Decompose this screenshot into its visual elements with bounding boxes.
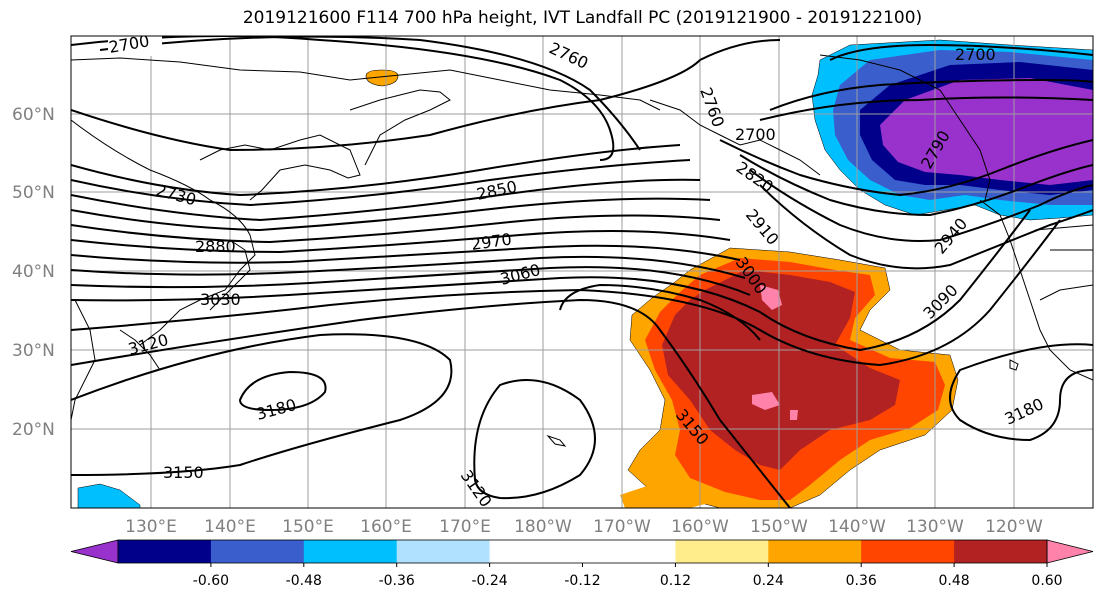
contour-label: 3120	[126, 330, 170, 359]
longitude-labels: 130°E 140°E 150°E 160°E 170°E 180°W 170°…	[125, 517, 1043, 537]
lon-label: 170°W	[593, 517, 651, 537]
contour-label: 3150	[163, 463, 204, 482]
contour-label: 3060	[498, 260, 542, 289]
contour-label: 2910	[742, 205, 783, 248]
negative-ivt-region	[811, 39, 1093, 221]
colorbar-tick-label: 0.60	[1031, 573, 1062, 589]
colorbar-segment	[675, 540, 769, 563]
lon-label: 150°W	[750, 517, 808, 537]
colorbar-extend-low	[70, 539, 119, 564]
colorbar-tick-label: 0.12	[660, 573, 691, 589]
lon-label: 140°E	[204, 517, 256, 537]
coastlines	[71, 54, 1093, 447]
colorbar-segment	[489, 540, 583, 563]
contour-label: 2700	[107, 31, 150, 57]
lon-label: 180°W	[514, 517, 572, 537]
lat-label: 60°N	[12, 105, 55, 125]
colorbar-segment	[210, 540, 305, 563]
colorbar-segment	[768, 540, 862, 563]
lon-label: 140°W	[828, 517, 886, 537]
lat-label: 20°N	[12, 420, 55, 440]
colorbar-segment	[396, 540, 491, 563]
lat-label: 40°N	[12, 262, 55, 282]
contour-label: 3180	[254, 395, 298, 424]
colorbar-segment	[303, 540, 398, 563]
colorbar-tick-label: 0.24	[753, 573, 784, 589]
positive-ivt-patch	[365, 69, 399, 87]
contour-label: 3030	[200, 290, 241, 309]
lon-label: 150°E	[282, 517, 334, 537]
colorbar-segment	[582, 540, 676, 563]
contour-label: 2880	[195, 237, 236, 256]
map-frame	[70, 35, 1094, 509]
colorbar-tick-label: -0.48	[286, 573, 322, 589]
contour-label: 2700	[735, 125, 776, 144]
colorbar-tick-label: -0.12	[564, 573, 600, 589]
contour-label: 3180	[1002, 394, 1047, 428]
lat-label: 30°N	[12, 341, 55, 361]
colorbar-tick-label: -0.36	[379, 573, 415, 589]
lon-label: 170°E	[439, 517, 491, 537]
lon-label: 160°W	[671, 517, 729, 537]
contour-label: 2940	[931, 214, 972, 257]
negative-ivt-patch	[77, 483, 141, 508]
colorbar-tick-label: -0.24	[471, 573, 507, 589]
contour-label: 2700	[955, 45, 996, 64]
colorbar: -0.60 -0.48 -0.36 -0.24 -0.12 0.12 0.24 0.36 0.4…	[70, 539, 1094, 589]
height-contours	[71, 36, 1093, 508]
lon-label: 160°E	[360, 517, 412, 537]
positive-ivt-region	[620, 247, 959, 508]
colorbar-extend-high	[1046, 539, 1094, 564]
latitude-labels: 60°N 50°N 40°N 30°N 20°N	[12, 105, 55, 440]
contour-label: 2730	[154, 181, 198, 210]
contour-label: 2760	[696, 85, 728, 130]
contour-label: 3120	[457, 466, 496, 510]
lon-label: 130°W	[906, 517, 964, 537]
colorbar-segment	[954, 540, 1048, 563]
colorbar-tick-label: 0.48	[939, 573, 970, 589]
lat-label: 50°N	[12, 183, 55, 203]
colorbar-tick-label: -0.60	[193, 573, 229, 589]
lon-label: 120°W	[985, 517, 1043, 537]
lon-label: 130°E	[125, 517, 177, 537]
colorbar-segment	[861, 540, 955, 563]
colorbar-segment	[118, 540, 212, 563]
colorbar-tick-label: 0.36	[846, 573, 877, 589]
map-title: 2019121600 F114 700 hPa height, IVT Land…	[242, 8, 923, 28]
